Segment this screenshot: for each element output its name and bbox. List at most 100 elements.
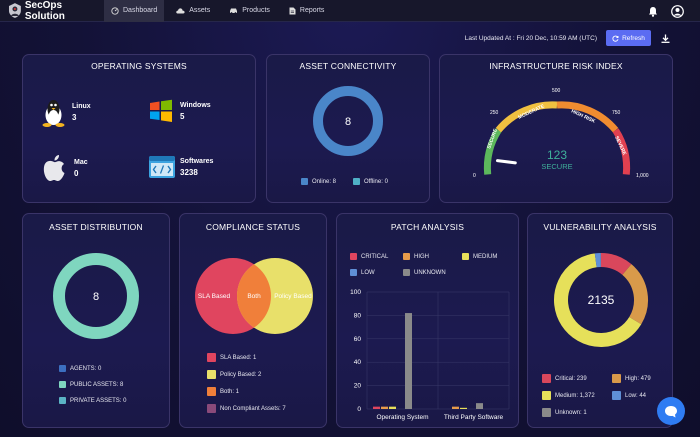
donut-total: 8 — [93, 291, 99, 303]
bar-unknown[interactable] — [476, 403, 483, 409]
y-tick-label: 0 — [357, 406, 361, 413]
os-name: Mac — [74, 158, 88, 166]
online-ring[interactable] — [313, 86, 383, 156]
risk-status: SECURE — [541, 162, 572, 171]
legend-swatch — [542, 408, 551, 417]
operating-systems-card: OPERATING SYSTEMS Linux 3 Windows 5 Mac … — [22, 54, 256, 203]
refresh-icon — [612, 35, 619, 42]
legend-swatch — [403, 269, 410, 276]
bar-medium[interactable] — [460, 407, 467, 409]
connectivity-donut[interactable]: 8 — [267, 73, 431, 173]
tab-dashboard[interactable]: Dashboard — [104, 0, 165, 22]
tab-reports[interactable]: Reports — [282, 0, 332, 22]
asset-connectivity-card: ASSET CONNECTIVITY 8 Online: 8 Offline: … — [266, 54, 430, 203]
legend-label: HIGH — [414, 253, 429, 260]
tab-assets[interactable]: Assets — [169, 0, 217, 22]
bar-high[interactable] — [452, 406, 459, 409]
legend-label: Medium: 1,372 — [555, 392, 595, 399]
legend-swatch — [353, 178, 360, 185]
legend-medium[interactable]: MEDIUM — [462, 253, 497, 260]
os-softwares: Softwares 3238 — [148, 155, 213, 179]
chat-icon — [665, 405, 677, 417]
card-title: VULNERABILITY ANALYSIS — [543, 222, 657, 232]
legend-label: AGENTS: 0 — [70, 365, 102, 372]
legend-label: Policy Based: 2 — [220, 371, 262, 378]
venn-label: SLA Based — [198, 293, 231, 300]
os-name: Linux — [72, 102, 91, 110]
donut-slice-medium[interactable] — [554, 253, 642, 347]
legend-label: Unknown: 1 — [555, 409, 587, 416]
x-tick-label: Third Party Software — [444, 414, 504, 421]
cloud-icon — [176, 8, 185, 14]
legend-swatch — [350, 269, 357, 276]
gauge-tick: 500 — [552, 88, 561, 94]
bar-medium[interactable] — [389, 406, 396, 409]
chat-button[interactable] — [657, 397, 685, 425]
legend-swatch — [612, 374, 621, 383]
refresh-button[interactable]: Refresh — [606, 30, 651, 46]
download-icon[interactable] — [661, 34, 670, 43]
bar-high[interactable] — [381, 406, 388, 409]
risk-value: 123 — [547, 148, 567, 162]
risk-gauge: SECURE MODERATE HIGH RISK SEVERE 0 250 5… — [473, 88, 649, 179]
legend-policy: Policy Based: 2 — [207, 370, 261, 379]
gauge-icon — [111, 6, 119, 15]
legend-unknown: Unknown: 1 — [542, 408, 587, 417]
gauge-tick: 750 — [612, 110, 621, 116]
legend-swatch — [207, 370, 216, 379]
card-title: ASSET DISTRIBUTION — [49, 222, 143, 232]
refresh-label: Refresh — [622, 34, 645, 42]
risk-index-card: INFRASTRUCTURE RISK INDEX SECURE MODERAT… — [439, 54, 673, 203]
y-tick-label: 100 — [350, 289, 361, 296]
public-assets-ring[interactable] — [53, 253, 139, 339]
bar-critical[interactable] — [373, 406, 380, 409]
distribution-donut[interactable]: 8 — [23, 240, 171, 350]
os-value: 3238 — [180, 167, 198, 177]
user-avatar-icon[interactable] — [671, 5, 684, 18]
bell-icon[interactable] — [648, 6, 658, 17]
legend-label: Critical: 239 — [555, 375, 587, 382]
donut-slice-high[interactable] — [622, 264, 648, 325]
os-mac: Mac 0 — [42, 154, 88, 182]
card-title: OPERATING SYSTEMS — [91, 61, 187, 71]
legend-label: CRITICAL — [361, 253, 389, 260]
legend-label: Low: 44 — [625, 392, 647, 399]
os-value: 5 — [180, 111, 185, 121]
gauge-tick: 1,000 — [636, 173, 649, 179]
bar-unknown[interactable] — [405, 313, 412, 409]
last-updated-text: Last Updated At : Fri 20 Dec, 10:59 AM (… — [464, 34, 597, 42]
card-title: PATCH ANALYSIS — [390, 222, 465, 232]
legend-swatch — [59, 365, 66, 372]
gauge-tick: 250 — [490, 110, 499, 116]
legend-sla: SLA Based: 1 — [207, 353, 256, 362]
legend-swatch — [462, 253, 469, 260]
legend-swatch — [301, 178, 308, 185]
legend-medium: Medium: 1,372 — [542, 391, 595, 400]
legend-unknown[interactable]: UNKNOWN — [403, 269, 446, 276]
card-title: COMPLIANCE STATUS — [205, 222, 301, 232]
legend-high[interactable]: HIGH — [403, 253, 429, 260]
donut-total: 2135 — [588, 293, 615, 307]
y-tick-label: 60 — [354, 336, 362, 343]
venn-label: Policy Based — [274, 293, 312, 300]
both-region[interactable] — [195, 258, 271, 334]
legend-label: LOW — [361, 269, 375, 276]
patch-bar-chart: 0 20 40 60 80 100 Operating System Third Party … — [350, 289, 510, 421]
donut-slice-critical[interactable] — [600, 253, 632, 276]
y-tick-label: 40 — [354, 359, 362, 366]
legend-swatch — [207, 353, 216, 362]
tab-label: Dashboard — [123, 7, 158, 14]
legend-low[interactable]: LOW — [350, 269, 375, 276]
vulnerability-donut[interactable]: 2135 — [528, 240, 674, 360]
gauge-needle — [495, 159, 517, 165]
legend-swatch — [207, 387, 216, 396]
legend-label: MEDIUM — [473, 253, 498, 260]
os-name: Softwares — [180, 157, 214, 165]
gauge-tick: 0 — [473, 173, 476, 179]
toolbar: Last Updated At : Fri 20 Dec, 10:59 AM (… — [465, 30, 670, 46]
brand[interactable]: SecOps Solution — [8, 0, 104, 22]
legend-critical[interactable]: CRITICAL — [350, 253, 388, 260]
tab-products[interactable]: Products — [222, 0, 277, 22]
legend-swatch — [612, 391, 621, 400]
compliance-venn[interactable]: SLA Based Both Policy Based — [180, 250, 328, 350]
